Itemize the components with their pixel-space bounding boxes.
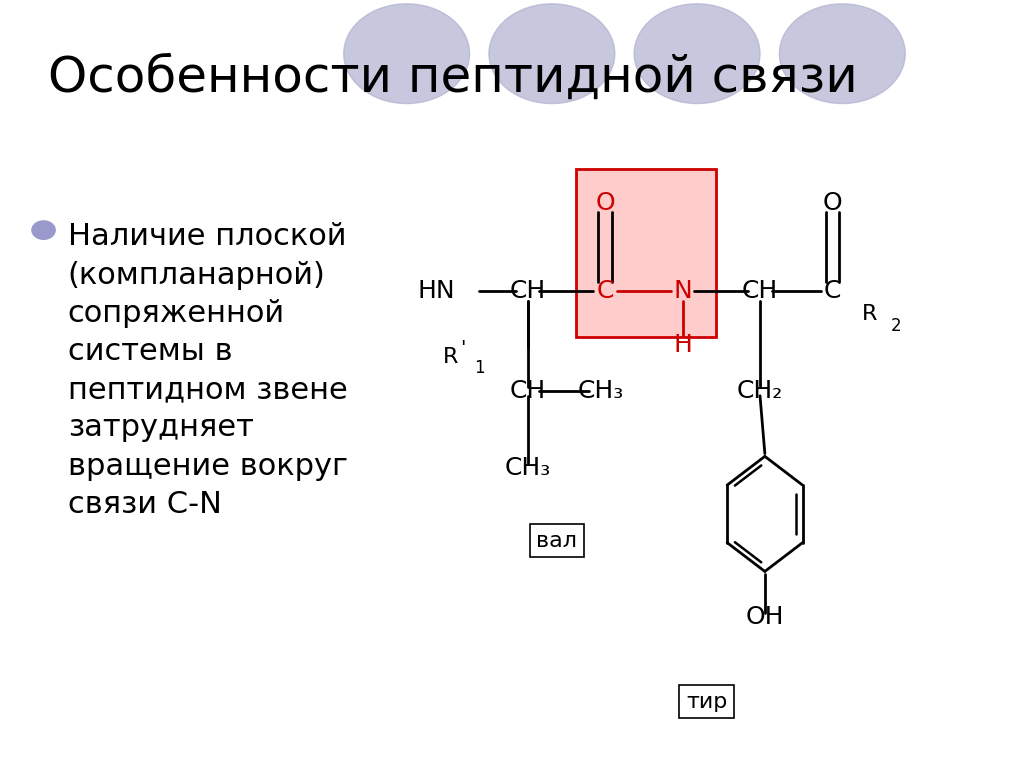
Text: O: O — [595, 191, 615, 216]
Text: N: N — [673, 279, 692, 304]
Text: тир: тир — [686, 692, 727, 712]
Text: CH₃: CH₃ — [578, 379, 624, 403]
Circle shape — [488, 4, 614, 104]
Text: OH: OH — [745, 605, 784, 630]
Text: CH₂: CH₂ — [737, 379, 783, 403]
Text: ': ' — [460, 340, 466, 358]
Text: Особенности пептидной связи: Особенности пептидной связи — [48, 54, 858, 102]
Text: 1: 1 — [474, 359, 484, 377]
Text: HN: HN — [418, 279, 455, 304]
Text: R: R — [861, 304, 877, 324]
Text: O: O — [823, 191, 843, 216]
Text: C: C — [824, 279, 842, 304]
Text: 2: 2 — [891, 317, 901, 335]
Text: CH: CH — [510, 279, 546, 304]
Circle shape — [779, 4, 905, 104]
Circle shape — [344, 4, 470, 104]
Text: CH: CH — [742, 279, 778, 304]
Circle shape — [634, 4, 760, 104]
Circle shape — [32, 221, 55, 239]
Text: H: H — [673, 333, 692, 357]
Text: вал: вал — [537, 531, 578, 551]
Text: CH: CH — [510, 379, 546, 403]
Text: C: C — [596, 279, 613, 304]
Text: CH₃: CH₃ — [505, 456, 551, 480]
Text: R: R — [442, 347, 458, 367]
Text: Наличие плоской
(компланарной)
сопряженной
системы в
пептидном звене
затрудняет
: Наличие плоской (компланарной) сопряженн… — [68, 222, 348, 518]
FancyBboxPatch shape — [577, 169, 717, 337]
